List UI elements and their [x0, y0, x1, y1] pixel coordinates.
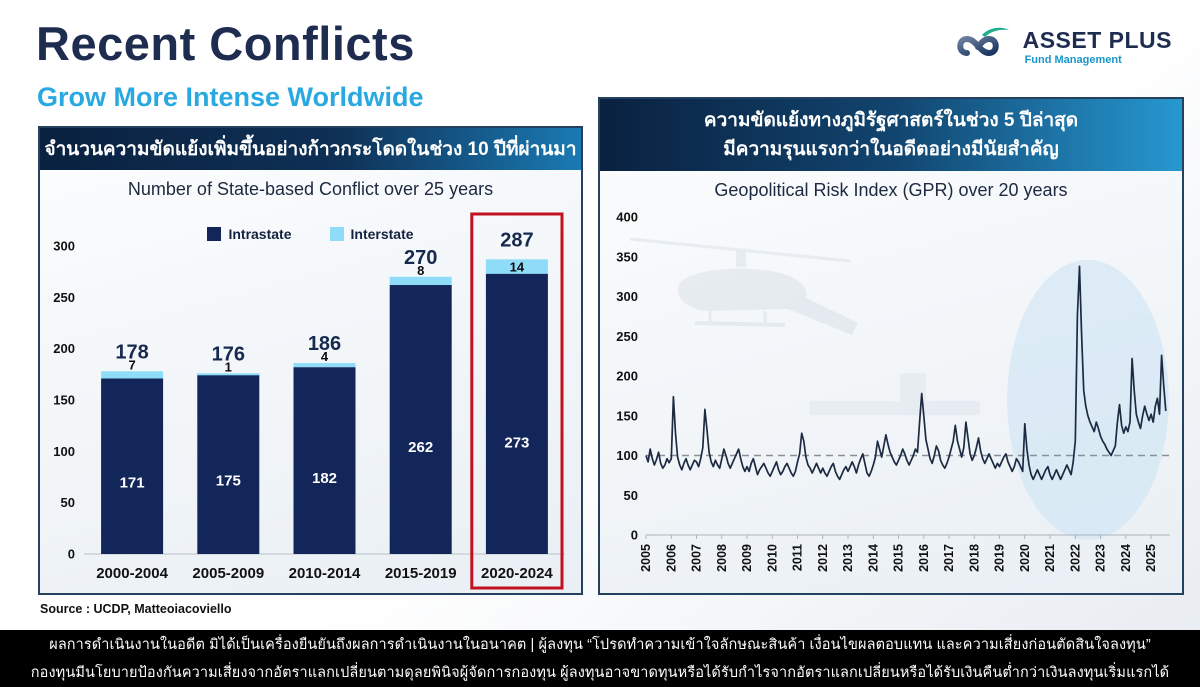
- right-chart-title: Geopolitical Risk Index (GPR) over 20 ye…: [714, 180, 1068, 200]
- svg-text:273: 273: [504, 434, 529, 451]
- svg-text:2023: 2023: [1094, 544, 1108, 572]
- svg-text:287: 287: [500, 229, 533, 251]
- svg-text:2019: 2019: [993, 544, 1007, 572]
- svg-text:2005-2009: 2005-2009: [192, 565, 264, 582]
- gpr-line-panel: ความขัดแย้งทางภูมิรัฐศาสตร์ในช่วง 5 ปีล่…: [598, 97, 1184, 595]
- svg-text:300: 300: [616, 289, 638, 304]
- svg-text:2018: 2018: [967, 544, 981, 572]
- svg-text:300: 300: [53, 239, 75, 254]
- svg-text:2011: 2011: [791, 544, 805, 571]
- infinity-logo-icon: [949, 22, 1015, 73]
- svg-text:270: 270: [404, 247, 437, 269]
- svg-text:8: 8: [417, 263, 424, 278]
- svg-text:7: 7: [128, 357, 135, 372]
- svg-text:2025: 2025: [1144, 544, 1158, 572]
- svg-text:350: 350: [616, 249, 638, 264]
- logo-tagline: Fund Management: [1024, 54, 1122, 66]
- svg-text:2020-2024: 2020-2024: [481, 565, 553, 582]
- svg-text:2005: 2005: [639, 544, 653, 572]
- svg-text:2013: 2013: [841, 544, 855, 572]
- svg-text:2024: 2024: [1119, 544, 1133, 572]
- svg-text:176: 176: [212, 343, 245, 365]
- left-panel-header: จำนวนความขัดแย้งเพิ่มขึ้นอย่างก้าวกระโดด…: [40, 128, 581, 170]
- svg-text:2006: 2006: [664, 544, 678, 572]
- left-chart-title: Number of State-based Conflict over 25 y…: [127, 179, 494, 199]
- svg-text:178: 178: [115, 341, 148, 363]
- svg-text:100: 100: [53, 444, 75, 459]
- disclaimer-line-2: กองทุนมีนโยบายป้องกันความเสี่ยงจากอัตราแ…: [30, 665, 1170, 681]
- svg-text:2010: 2010: [765, 544, 779, 572]
- svg-text:2009: 2009: [740, 544, 754, 572]
- svg-text:262: 262: [408, 439, 433, 456]
- svg-text:1: 1: [225, 359, 232, 374]
- carrier-art: [810, 373, 980, 415]
- svg-text:0: 0: [68, 547, 75, 562]
- gpr-line-chart: 0 50 100 150 200 250 300 350 400 2005 2006 2007 2008…: [616, 210, 1170, 572]
- svg-text:2015-2019: 2015-2019: [385, 565, 457, 582]
- source-note: Source : UCDP, Matteoiacoviello: [40, 602, 232, 616]
- conflict-bar-panel: จำนวนความขัดแย้งเพิ่มขึ้นอย่างก้าวกระโดด…: [38, 126, 583, 595]
- svg-text:2021: 2021: [1043, 544, 1057, 572]
- svg-text:50: 50: [61, 495, 75, 510]
- svg-text:2016: 2016: [917, 544, 931, 572]
- svg-text:2014: 2014: [866, 544, 880, 572]
- svg-text:200: 200: [53, 341, 75, 356]
- svg-text:2020: 2020: [1018, 544, 1032, 572]
- right-panel-header: ความขัดแย้งทางภูมิรัฐศาสตร์ในช่วง 5 ปีล่…: [600, 99, 1182, 171]
- svg-text:182: 182: [312, 470, 337, 487]
- svg-text:2017: 2017: [942, 544, 956, 572]
- svg-text:2007: 2007: [690, 544, 704, 572]
- svg-text:200: 200: [616, 369, 638, 384]
- asset-plus-logo: ASSET PLUS Fund Management: [949, 22, 1172, 73]
- page-title: Recent Conflicts: [36, 17, 415, 70]
- svg-text:2022: 2022: [1068, 544, 1082, 572]
- svg-text:2012: 2012: [816, 544, 830, 572]
- svg-text:2000-2004: 2000-2004: [96, 565, 168, 582]
- svg-text:14: 14: [510, 260, 525, 275]
- svg-text:150: 150: [53, 393, 75, 408]
- logo-name: ASSET PLUS: [1022, 27, 1172, 53]
- svg-text:2015: 2015: [892, 544, 906, 572]
- disclaimer-line-1: ผลการดำเนินงานในอดีต มิได้เป็นเครื่องยืน…: [49, 637, 1151, 653]
- svg-text:100: 100: [616, 448, 638, 463]
- svg-text:171: 171: [120, 474, 145, 491]
- right-header-line2: มีความรุนแรงกว่าในอดีตอย่างมีนัยสำคัญ: [723, 139, 1059, 160]
- page-subtitle: Grow More Intense Worldwide: [37, 82, 424, 112]
- right-header-line1: ความขัดแย้งทางภูมิรัฐศาสตร์ในช่วง 5 ปีล่…: [703, 109, 1079, 131]
- disclaimer-footer: ผลการดำเนินงานในอดีต มิได้เป็นเครื่องยืน…: [0, 630, 1200, 687]
- svg-text:0: 0: [631, 528, 638, 543]
- svg-text:150: 150: [616, 408, 638, 423]
- svg-text:2010-2014: 2010-2014: [289, 565, 361, 582]
- svg-text:50: 50: [624, 488, 638, 503]
- svg-text:250: 250: [616, 329, 638, 344]
- svg-text:186: 186: [308, 333, 341, 355]
- helicopter-art: [629, 237, 858, 335]
- svg-text:400: 400: [616, 210, 638, 225]
- svg-text:4: 4: [321, 349, 329, 364]
- svg-text:175: 175: [216, 473, 241, 490]
- svg-text:250: 250: [53, 290, 75, 305]
- svg-text:2008: 2008: [715, 544, 729, 572]
